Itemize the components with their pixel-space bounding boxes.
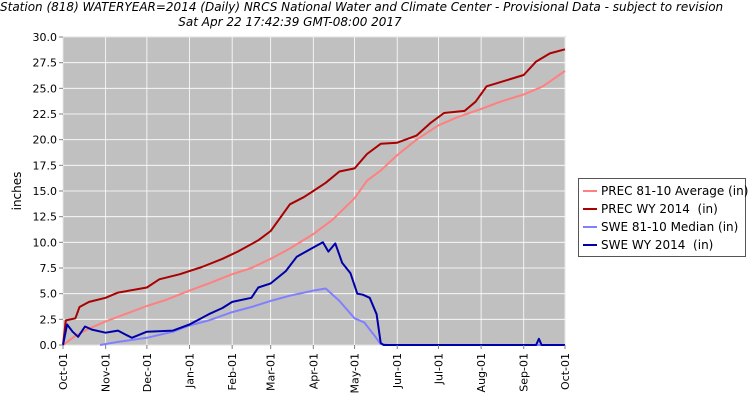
y-tick-label: 30.0 bbox=[33, 31, 58, 44]
y-tick-label: 27.5 bbox=[33, 57, 58, 70]
legend: PREC 81-10 Average (in) PREC WY 2014 (in… bbox=[578, 178, 748, 257]
legend-label: SWE 81-10 Median (in) bbox=[601, 220, 739, 234]
chart-title: Station (818) WATERYEAR=2014 (Daily) NRC… bbox=[0, 0, 724, 30]
series-line-2 bbox=[62, 48, 566, 346]
x-tick-label: Dec-01 bbox=[141, 353, 154, 392]
legend-label: PREC WY 2014 (in) bbox=[601, 202, 718, 216]
axes: 0.0 2.5 5.0 7.5 10.0 12.5 15.0 17.5 20.0 22.5 25.0… bbox=[33, 31, 573, 394]
x-tick-label: Jan-01 bbox=[184, 353, 197, 389]
y-tick-label: 20.0 bbox=[33, 134, 58, 147]
x-tick-label: May-01 bbox=[349, 353, 362, 394]
legend-label: PREC 81-10 Average (in) bbox=[601, 184, 749, 198]
legend-item: SWE WY 2014 (in) bbox=[583, 236, 741, 254]
x-tick-label: Feb-01 bbox=[226, 353, 239, 390]
y-tick-label: 12.5 bbox=[33, 211, 58, 224]
x-tick-label: Nov-01 bbox=[100, 353, 113, 392]
x-tick-label: Jul-01 bbox=[432, 353, 445, 385]
y-tick-label: 0.0 bbox=[40, 339, 58, 352]
legend-label: SWE WY 2014 (in) bbox=[601, 238, 714, 252]
x-tick-label: Oct-01 bbox=[559, 353, 572, 390]
series-line-4 bbox=[62, 241, 565, 346]
y-tick-label: 17.5 bbox=[33, 159, 58, 172]
x-tick-label: Jun-01 bbox=[391, 353, 404, 389]
y-tick-label: 5.0 bbox=[40, 288, 58, 301]
series-line-1 bbox=[62, 70, 566, 346]
y-tick-label: 25.0 bbox=[33, 82, 58, 95]
series-lines bbox=[62, 48, 566, 346]
legend-swatch-prec-average bbox=[583, 190, 597, 192]
x-tick-label: Oct-01 bbox=[57, 353, 70, 390]
chart-subtitle: Sat Apr 22 17:42:39 GMT-08:00 2017 bbox=[178, 15, 402, 29]
y-tick-label: 7.5 bbox=[40, 262, 58, 275]
legend-item: PREC WY 2014 (in) bbox=[583, 200, 741, 218]
y-axis-label: inches bbox=[10, 172, 24, 211]
legend-swatch-prec-wy bbox=[583, 208, 597, 210]
y-tick-label: 10.0 bbox=[33, 236, 58, 249]
y-tick-label: 22.5 bbox=[33, 108, 58, 121]
x-tick-label: Aug-01 bbox=[475, 353, 488, 392]
legend-item: SWE 81-10 Median (in) bbox=[583, 218, 741, 236]
x-tick-label: Mar-01 bbox=[265, 353, 278, 391]
y-tick-label: 2.5 bbox=[40, 313, 58, 326]
series-line-3 bbox=[99, 287, 565, 346]
grid-lines bbox=[62, 36, 566, 346]
y-tick-label: 15.0 bbox=[33, 185, 58, 198]
legend-swatch-swe-median bbox=[583, 226, 597, 228]
legend-item: PREC 81-10 Average (in) bbox=[583, 182, 748, 200]
x-tick-label: Apr-01 bbox=[307, 353, 320, 389]
x-tick-label: Sep-01 bbox=[518, 353, 531, 392]
chart-title-line1: Station (818) WATERYEAR=2014 (Daily) NRC… bbox=[0, 0, 724, 14]
legend-swatch-swe-wy bbox=[583, 244, 597, 246]
